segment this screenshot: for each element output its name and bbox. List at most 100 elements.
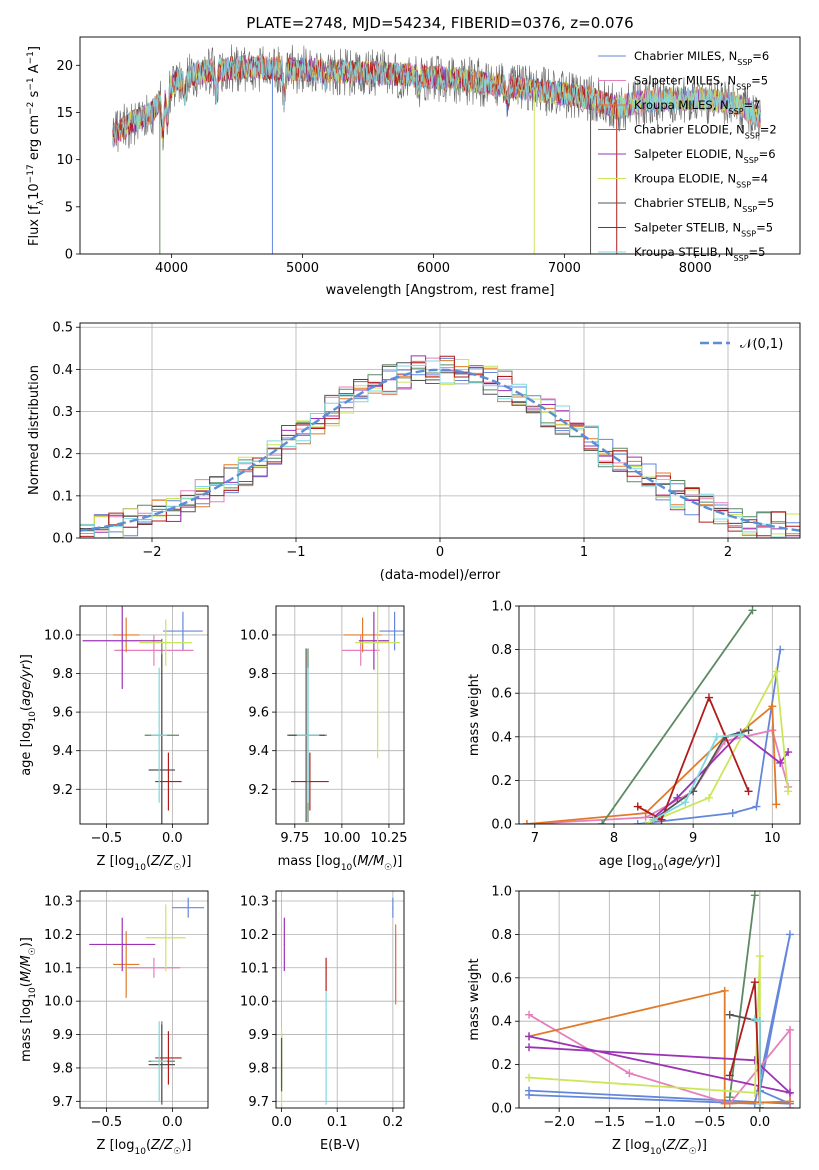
x-axis-label: age [log10(age/yr)] — [599, 854, 721, 873]
y-tick-label: 0.2 — [491, 1058, 512, 1073]
x-tick-label: −1 — [286, 545, 305, 560]
mass-weight-marker — [784, 787, 793, 796]
x-tick-label: 0.2 — [383, 1115, 404, 1130]
x-tick-label: −0.5 — [694, 1115, 726, 1130]
y-tick-label: 9.2 — [52, 783, 73, 798]
mass-weight-marker — [525, 1086, 534, 1095]
x-tick-label: −2.0 — [543, 1115, 575, 1130]
mass-weight-line — [601, 609, 754, 824]
y-tick-label: 1.0 — [491, 885, 512, 900]
y-tick-label: 0.3 — [52, 405, 73, 420]
x-axis-label: (data-model)/error — [380, 568, 501, 583]
y-tick-label: 0.6 — [491, 971, 512, 986]
spectrum-plot-area — [112, 44, 761, 254]
mass-weight-line — [528, 934, 791, 1105]
legend-label: Kroupa STELIB, NSSP=5 — [634, 245, 765, 263]
mass-weight-marker — [784, 748, 793, 757]
y-tick-label: 9.8 — [52, 667, 73, 682]
figure-title: PLATE=2748, MJD=54234, FIBERID=0376, z=0… — [246, 14, 633, 32]
mass-vs-ebv-panel: 0.0 0.1 0.2 9.7 9.8 9.9 10.0 10.1 10.2 10.3 E(B-V) — [240, 890, 405, 1153]
y-tick-label: 10.1 — [240, 961, 269, 976]
mass-weight-marker — [750, 891, 759, 900]
mass-weight-marker — [633, 802, 642, 811]
mass-weight-marker — [725, 1093, 734, 1102]
legend-label: Kroupa MILES, NSSP=7 — [634, 98, 760, 116]
y-tick-label: 10.2 — [240, 928, 269, 943]
y-tick-label: 9.4 — [248, 744, 269, 759]
y-tick-label: 0.6 — [491, 687, 512, 702]
mass-weight-marker — [657, 815, 666, 824]
mass-weight-marker — [785, 1025, 794, 1034]
mass-weight-marker — [755, 952, 764, 961]
y-tick-label: 9.6 — [248, 706, 269, 721]
age-vs-Z-panel: −0.5 0.0 9.2 9.4 9.6 9.8 10.0 Z [log10(Z/Z☉)] ag… — [19, 605, 209, 873]
x-tick-label: 0.0 — [271, 1115, 292, 1130]
mass-weight-marker — [525, 1032, 534, 1041]
mass-weight-marker — [776, 645, 785, 654]
mass-vs-Z-plot-area — [89, 897, 205, 1105]
y-tick-label: 9.2 — [248, 783, 269, 798]
x-tick-label: 0.1 — [327, 1115, 348, 1130]
mass-weight-marker — [755, 1099, 764, 1108]
mass-weight-marker — [772, 667, 781, 676]
mass-weight-marker — [752, 802, 761, 811]
x-tick-label: −0.5 — [91, 831, 123, 846]
x-tick-label: 0.0 — [750, 1115, 771, 1130]
y-tick-label: 0.4 — [491, 730, 512, 745]
x-axis-label: E(B-V) — [320, 1138, 360, 1153]
x-tick-label: 8 — [610, 831, 618, 846]
y-tick-label: 0.2 — [491, 774, 512, 789]
mass-weight-marker — [750, 1088, 759, 1097]
y-tick-label: 0.2 — [52, 447, 73, 462]
y-axis-label: Flux [fλ10−17 erg cm−2 s−1 A−1] — [26, 46, 46, 246]
axes-frame — [79, 890, 209, 1109]
mass-weight-marker — [704, 793, 713, 802]
spectrum-panel: 4000 5000 6000 7000 8000 0 5 10 15 20 Chabrier MIL… — [26, 36, 801, 298]
x-tick-label: 0.0 — [162, 1115, 183, 1130]
y-axis-label: mass weight — [467, 958, 482, 1040]
y-tick-label: 10 — [56, 153, 73, 168]
x-tick-label: −1.0 — [644, 1115, 676, 1130]
mass-weight-marker — [720, 986, 729, 995]
y-tick-label: 9.9 — [52, 1028, 73, 1043]
legend-label: Salpeter ELODIE, NSSP=6 — [634, 147, 776, 165]
legend-label: Salpeter STELIB, NSSP=5 — [634, 221, 773, 239]
mass-weight-marker — [744, 787, 753, 796]
mass-weight-marker — [736, 730, 745, 739]
mass-weight-marker — [785, 930, 794, 939]
mass-weight-line — [528, 1035, 794, 1095]
x-tick-label: 9.75 — [280, 831, 309, 846]
x-tick-label: −2 — [142, 545, 161, 560]
y-tick-label: 0 — [65, 248, 73, 263]
y-axis-label: age [log10(age/yr)] — [19, 654, 38, 776]
age-vs-Z-plot-area — [82, 606, 203, 824]
y-axis-label: mass [log10(M/M☉)] — [19, 937, 38, 1062]
x-tick-label: 7000 — [548, 261, 581, 276]
legend-label: Chabrier MILES, NSSP=6 — [634, 49, 769, 67]
mass-weight-marker — [704, 693, 713, 702]
y-tick-label: 0.4 — [52, 363, 73, 378]
y-tick-label: 9.8 — [52, 1061, 73, 1076]
x-tick-label: 7 — [531, 831, 539, 846]
y-tick-label: 10.3 — [240, 895, 269, 910]
normal-reference-curve — [80, 368, 800, 532]
mass-weight-line — [637, 695, 750, 821]
axes-frame — [275, 890, 405, 1109]
y-tick-label: 10.0 — [240, 628, 269, 643]
mass-weight-line — [528, 989, 791, 1105]
mass-weight-marker — [598, 820, 607, 824]
mass-vs-ebv-plot-area — [280, 897, 397, 1108]
legend-label: Chabrier ELODIE, NSSP=2 — [634, 123, 777, 141]
y-tick-label: 0.0 — [491, 818, 512, 833]
mass-weight-marker — [785, 1097, 794, 1106]
mass-weight-marker — [776, 758, 785, 767]
x-tick-label: 6000 — [417, 261, 450, 276]
x-tick-label: 0.0 — [162, 831, 183, 846]
x-tick-label: 10.25 — [370, 831, 407, 846]
y-tick-label: 9.9 — [248, 1028, 269, 1043]
x-axis-label: Z [log10(Z/Z☉)] — [97, 1138, 192, 1157]
massweight-vs-Z-panel: −2.0 −1.5 −1.0 −0.5 0.0 0.0 0.2 0.4 0.6 0.8 1.0 Z [… — [467, 885, 801, 1157]
y-tick-label: 0.0 — [52, 532, 73, 547]
massweight-vs-age-panel: 7 8 9 10 0.0 0.2 0.4 0.6 0.8 1.0 age [log10(age/yr… — [467, 600, 801, 873]
massweight-vs-Z-plot-area — [525, 891, 794, 1108]
